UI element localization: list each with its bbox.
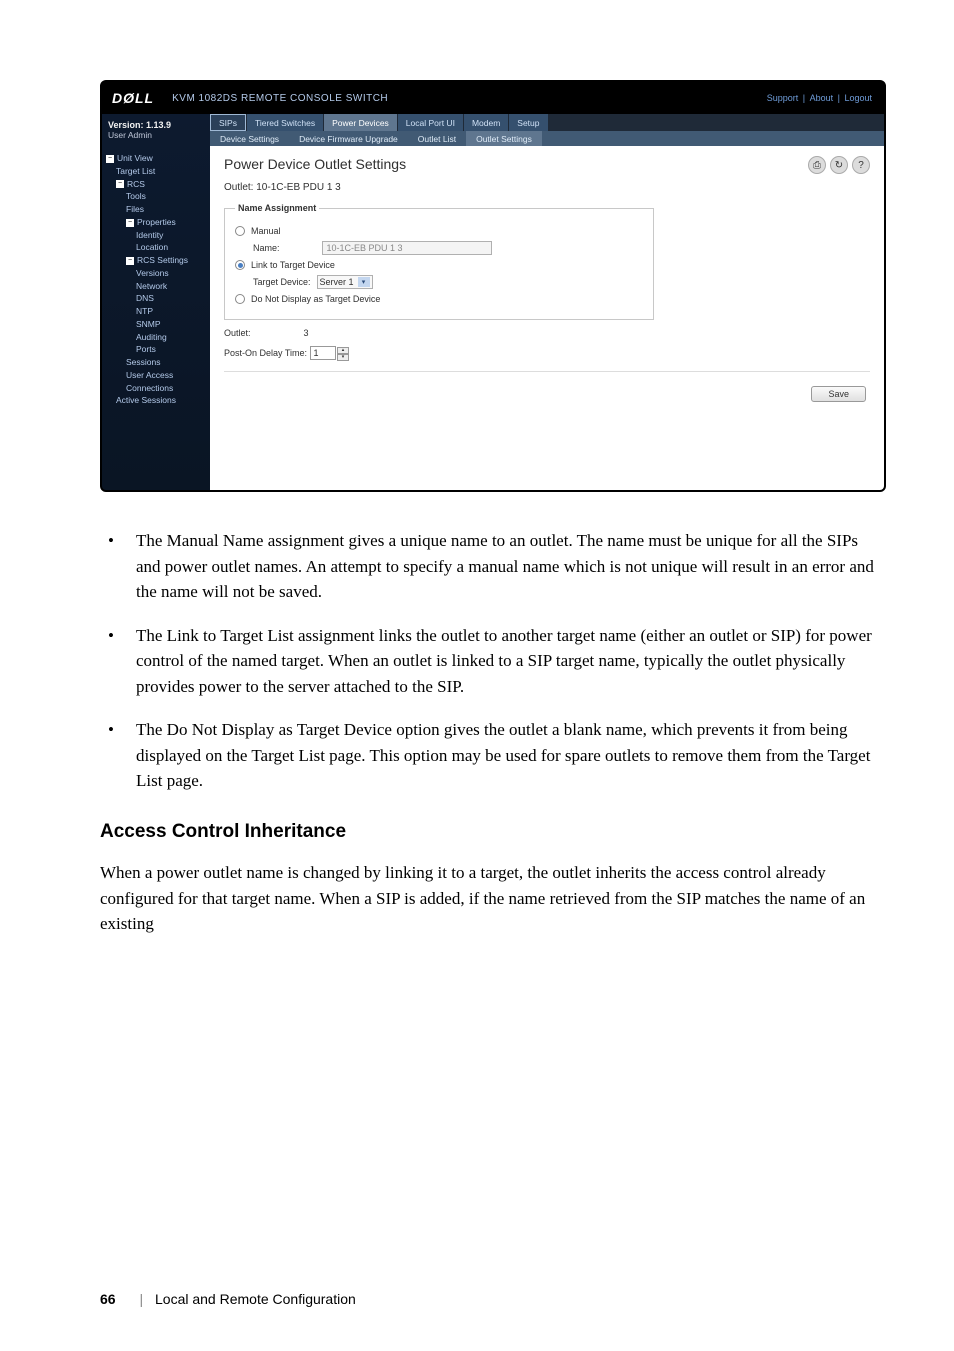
header-links: Support | About | Logout [765, 93, 874, 103]
primary-tabs: SIPs Tiered Switches Power Devices Local… [210, 114, 884, 131]
tree-versions[interactable]: Versions [106, 267, 206, 280]
radio-manual[interactable] [235, 226, 245, 236]
tree-network[interactable]: Network [106, 280, 206, 293]
target-select[interactable]: Server 1 ▾ [317, 275, 373, 289]
logout-link[interactable]: Logout [844, 93, 872, 103]
bullet-manual: The Manual Name assignment gives a uniqu… [100, 528, 878, 605]
section-heading: Access Control Inheritance [100, 818, 878, 847]
bullet-nodisplay: The Do Not Display as Target Device opti… [100, 717, 878, 794]
tree-properties[interactable]: −Properties [106, 216, 206, 229]
tab-local-port[interactable]: Local Port UI [398, 114, 463, 131]
name-label: Name: [253, 243, 280, 253]
radio-link[interactable] [235, 260, 245, 270]
label-manual: Manual [251, 226, 281, 236]
tree-identity[interactable]: Identity [106, 229, 206, 242]
logo: DØLL [112, 90, 154, 106]
fieldset-legend: Name Assignment [235, 203, 319, 213]
label-link: Link to Target Device [251, 260, 335, 270]
tree-unit-view[interactable]: −Unit View [106, 152, 206, 165]
name-input[interactable]: 10-1C-EB PDU 1 3 [322, 241, 492, 255]
chevron-down-icon: ▾ [358, 277, 370, 287]
support-link[interactable]: Support [767, 93, 799, 103]
version-block: Version: 1.13.9 User Admin [102, 114, 210, 146]
content-area: ⎙ ↻ ? Power Device Outlet Settings Outle… [210, 146, 884, 490]
page-footer: 66 | Local and Remote Configuration [100, 1291, 356, 1307]
tab-setup[interactable]: Setup [509, 114, 547, 131]
refresh-icon[interactable]: ↻ [830, 156, 848, 174]
post-on-input[interactable]: 1 [310, 346, 336, 360]
tab-sips[interactable]: SIPs [210, 114, 246, 131]
topbar: DØLL KVM 1082DS REMOTE CONSOLE SWITCH Su… [102, 82, 884, 114]
label-nodisplay: Do Not Display as Target Device [251, 294, 380, 304]
step-up-icon[interactable]: ▴ [337, 347, 349, 354]
bullet-link: The Link to Target List assignment links… [100, 623, 878, 700]
name-assignment-fieldset: Name Assignment Manual Name: 10-1C-EB PD… [224, 203, 654, 320]
document-body: The Manual Name assignment gives a uniqu… [100, 528, 878, 937]
target-label: Target Device: [253, 277, 311, 287]
tree-sessions[interactable]: Sessions [106, 356, 206, 369]
tree-user-access[interactable]: User Access [106, 369, 206, 382]
tree-files[interactable]: Files [106, 203, 206, 216]
chapter-title: Local and Remote Configuration [155, 1291, 356, 1307]
tree-active-sessions[interactable]: Active Sessions [106, 394, 206, 407]
print-icon[interactable]: ⎙ [808, 156, 826, 174]
tree-connections[interactable]: Connections [106, 382, 206, 395]
tree-rcs-settings[interactable]: −RCS Settings [106, 254, 206, 267]
secondary-tabs: Device Settings Device Firmware Upgrade … [210, 131, 884, 146]
tree-ntp[interactable]: NTP [106, 305, 206, 318]
outlet-label: Outlet: 10-1C-EB PDU 1 3 [224, 182, 870, 193]
page-heading: Power Device Outlet Settings [224, 156, 870, 172]
help-icon[interactable]: ? [852, 156, 870, 174]
page-number: 66 [100, 1291, 116, 1307]
subtab-firmware[interactable]: Device Firmware Upgrade [289, 131, 408, 146]
tab-power-devices[interactable]: Power Devices [324, 114, 397, 131]
outlet-num-value: 3 [304, 328, 309, 338]
stepper[interactable]: ▴ ▾ [337, 347, 349, 361]
outlet-num-label: Outlet: [224, 328, 251, 338]
subtab-device-settings[interactable]: Device Settings [210, 131, 289, 146]
tab-modem[interactable]: Modem [464, 114, 508, 131]
tree-target-list[interactable]: Target List [106, 165, 206, 178]
post-on-label: Post-On Delay Time: [224, 348, 307, 358]
tree-location[interactable]: Location [106, 241, 206, 254]
app-screenshot: DØLL KVM 1082DS REMOTE CONSOLE SWITCH Su… [100, 80, 886, 492]
sidebar: Version: 1.13.9 User Admin −Unit View Ta… [102, 114, 210, 490]
tree-dns[interactable]: DNS [106, 292, 206, 305]
step-down-icon[interactable]: ▾ [337, 354, 349, 361]
tree-rcs[interactable]: −RCS [106, 178, 206, 191]
main-panel: SIPs Tiered Switches Power Devices Local… [210, 114, 884, 490]
save-button[interactable]: Save [811, 386, 866, 402]
tab-tiered[interactable]: Tiered Switches [247, 114, 323, 131]
subtab-outlet-list[interactable]: Outlet List [408, 131, 466, 146]
subtab-outlet-settings[interactable]: Outlet Settings [466, 131, 542, 146]
tree-ports[interactable]: Ports [106, 343, 206, 356]
tree-snmp[interactable]: SNMP [106, 318, 206, 331]
tree-tools[interactable]: Tools [106, 190, 206, 203]
radio-nodisplay[interactable] [235, 294, 245, 304]
app-title: KVM 1082DS REMOTE CONSOLE SWITCH [172, 93, 765, 104]
tree-auditing[interactable]: Auditing [106, 331, 206, 344]
paragraph-1: When a power outlet name is changed by l… [100, 860, 878, 937]
about-link[interactable]: About [810, 93, 834, 103]
nav-tree: −Unit View Target List −RCS Tools Files … [102, 146, 210, 413]
